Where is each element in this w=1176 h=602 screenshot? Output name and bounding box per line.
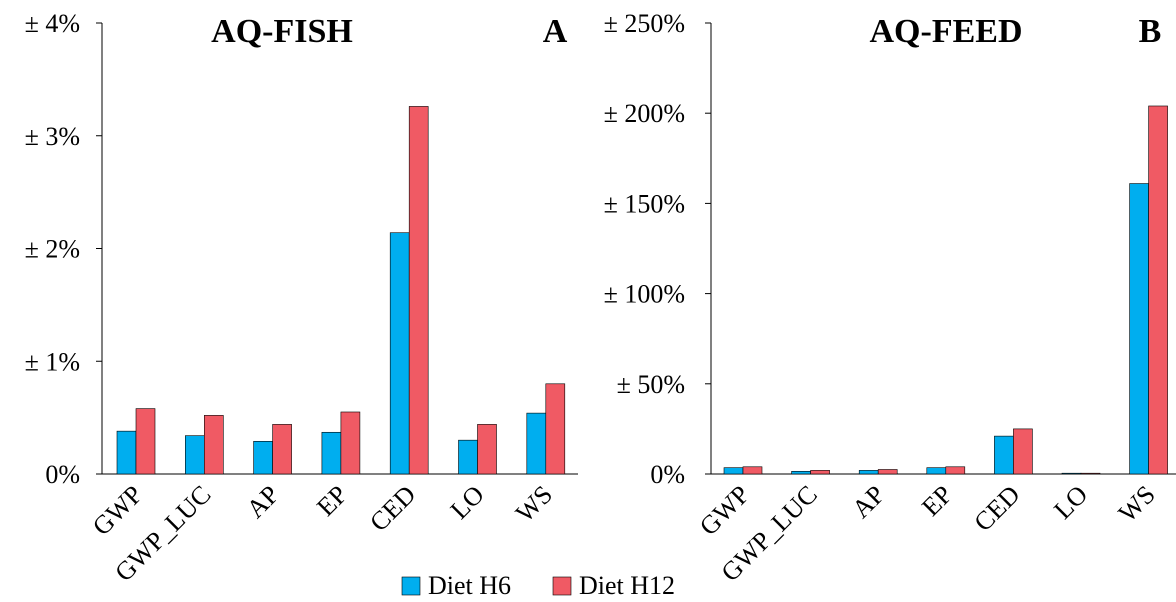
panel-a-y-tick-label: ± 4% [25,9,80,38]
legend-swatch-diet-h6 [401,576,421,596]
panel-b-bar-diet-h6-ap [858,470,879,475]
panel-b-y-tick-label: 0% [650,460,685,489]
panel-b-x-tick-label: AP [846,480,890,524]
panel-a-letter: A [543,13,568,50]
panel-a-x-tick-label: CED [364,480,421,537]
panel-b-bar-diet-h6-ced [994,435,1014,475]
panel-b-y-tick-label: ± 100% [604,280,685,309]
panel-b-x-tick-label: EP [916,480,958,522]
panel-b-bar-diet-h6-ws [1129,183,1149,475]
panel-b-bar-diet-h12-ap [877,469,898,475]
panel-a-bar-diet-h12-lo [477,424,497,475]
panel-b-bar-diet-h12-ws [1148,105,1168,475]
panel-b-x-tick-label: LO [1048,480,1093,525]
panel-b-bar-diet-h12-ep [945,466,966,475]
panel-b-x-tick-label: CED [968,480,1025,537]
panel-b-letter: B [1139,13,1162,50]
legend-label-diet-h6: Diet H6 [428,571,511,600]
panel-b-y-tick-label: ± 50% [617,370,685,399]
panel-a-bar-diet-h12-ws [545,383,566,475]
panel-b-bar-diet-h12-gwp [742,466,763,475]
panel-a-bar-diet-h6-ap [253,441,273,475]
panel-a-bar-diet-h12-gwp [135,408,156,475]
panel-a-y-tick-label: ± 3% [25,122,80,151]
panel-a-bar-diet-h12-gwp_luc [204,415,224,475]
panel-a-title: AQ-FISH [211,13,353,50]
panel-b-y-tick-label: ± 150% [604,189,685,218]
panel-a-bar-diet-h12-ep [340,411,361,475]
legend: Diet H6 Diet H12 [401,571,675,600]
panel-b-x-tick-label: WS [1113,480,1161,528]
panel-b-bar-diet-h12-ced [1013,428,1033,475]
panel-a-bar-diet-h6-lo [458,439,478,475]
panel-a-x-tick-label: GWP [87,480,148,541]
panel-a-x-tick-label: LO [445,480,490,525]
panel-b-title: AQ-FEED [870,13,1023,50]
panel-b-x-tick-label: GWP [694,480,755,541]
panel-a-bar-diet-h6-gwp [116,430,137,475]
panel-a-bar-diet-h12-ap [272,424,292,475]
legend-label-diet-h12: Diet H12 [579,571,675,600]
panel-b-bar-diet-h12-gwp_luc [810,470,830,475]
panel-b-aq-feed: AQ-FEED B 0% ± 50% ± 100% ± 150% ± 200% ± 250… [604,9,1176,587]
panel-b-bar-diet-h12-lo [1080,472,1101,475]
panel-a-x-tick-label: WS [510,480,558,528]
panel-b-y-tick-label: ± 250% [604,9,685,38]
panel-a-y-tick-label: ± 2% [25,235,80,264]
panel-b-bar-diet-h6-lo [1061,472,1082,475]
panel-a-bar-diet-h6-gwp_luc [185,435,205,475]
panel-a-bar-diet-h6-ced [389,232,410,475]
panel-a-bar-diet-h6-ws [526,412,547,475]
panel-b-y-tick-label: ± 200% [604,99,685,128]
panel-b-bar-diet-h6-gwp [723,467,744,475]
panel-b-bar-diet-h6-ep [926,467,947,475]
panel-a-bar-diet-h6-ep [321,431,342,475]
panel-a-x-tick-label: AP [241,480,285,524]
panel-a-y-tick-label: 0% [45,460,80,489]
panel-a-x-tick-label: EP [311,480,353,522]
panel-a-y-tick-label: ± 1% [25,347,80,376]
legend-swatch-diet-h12 [552,576,572,596]
panel-b-bar-diet-h6-gwp_luc [791,470,811,475]
panel-a-bar-diet-h12-ced [408,106,429,475]
